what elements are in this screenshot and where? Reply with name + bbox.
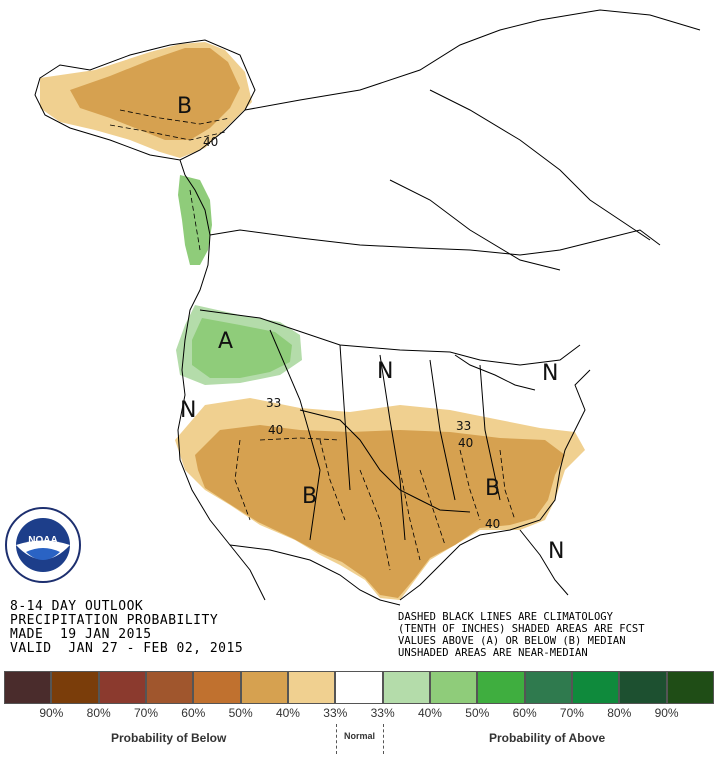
legend-normal-label: Normal	[344, 731, 376, 741]
legend-swatch	[335, 671, 383, 704]
legend-tick-label: 33%	[323, 706, 348, 720]
legend-tick-label: 80%	[607, 706, 632, 720]
note-line-2: (TENTH OF INCHES) SHADED AREAS ARE FCST	[398, 623, 645, 635]
legend-swatch	[571, 671, 620, 704]
contour-label-west-33: 33	[266, 396, 281, 410]
legend-above-label: Probability of Above	[489, 731, 606, 745]
legend-swatch	[287, 671, 336, 704]
legend-tick-label: 33%	[370, 706, 395, 720]
legend-swatch	[51, 671, 99, 704]
legend-normal-divider-right	[383, 724, 384, 754]
precipitation-map: 40 33 40 33 40 40 B A B B N N N N	[34, 9, 701, 606]
zone-label-florida-normal: N	[548, 539, 564, 564]
zone-label-alaska-below: B	[177, 94, 192, 119]
contour-label-east-33: 33	[456, 419, 471, 433]
legend-tick-label: 40%	[417, 706, 442, 720]
contour-label-west-40: 40	[268, 423, 283, 437]
legend-swatch	[240, 671, 288, 704]
climatology-dashed-lines	[109, 109, 516, 571]
outlook-line-2: PRECIPITATION PROBABILITY	[10, 613, 219, 628]
zone-label-southeast-below: B	[485, 476, 500, 501]
note-line-4: UNSHADED AREAS ARE NEAR-MEDIAN	[398, 647, 588, 659]
noaa-logo-text: NOAA	[28, 535, 57, 546]
legend-tick-label: 60%	[512, 706, 537, 720]
coastlines-and-borders	[34, 9, 701, 606]
note-line-3: VALUES ABOVE (A) OR BELOW (B) MEDIAN	[398, 635, 626, 647]
legend-tick-labels: 90% 80% 70% 60% 50% 40% 33% 33% 40% 50% 60% 70% 80% 9…	[4, 706, 714, 720]
zone-label-pacific-nw-above: A	[218, 329, 233, 354]
legend-tick-label: 90%	[654, 706, 679, 720]
legend-tick-label: 50%	[228, 706, 253, 720]
legend-swatch	[4, 671, 52, 704]
legend-color-bar	[4, 671, 714, 704]
contour-label-gulf-40: 40	[485, 517, 500, 531]
legend-swatch	[98, 671, 146, 704]
bc-coast-above-40-area	[178, 175, 212, 265]
outlook-line-4: VALID JAN 27 - FEB 02, 2015	[10, 641, 244, 656]
legend-tick-label: 80%	[86, 706, 111, 720]
legend-below-label: Probability of Below	[111, 731, 227, 745]
contour-label-east-40: 40	[458, 436, 473, 450]
legend-swatch	[193, 671, 241, 704]
zone-label-great-lakes-normal: N	[542, 361, 558, 386]
legend-tick-label: 70%	[559, 706, 584, 720]
legend-swatch	[382, 671, 430, 704]
legend-swatch	[666, 671, 714, 704]
legend-swatch	[145, 671, 194, 704]
note-line-1: DASHED BLACK LINES ARE CLIMATOLOGY	[398, 611, 613, 623]
zone-label-southwest-below: B	[302, 484, 317, 509]
outlook-line-3: MADE 19 JAN 2015	[10, 627, 152, 642]
south-below-40-area	[195, 425, 565, 598]
zone-label-california-normal: N	[180, 398, 196, 423]
legend-swatch	[619, 671, 667, 704]
legend-tick-label: 90%	[39, 706, 64, 720]
map-notes-block: DASHED BLACK LINES ARE CLIMATOLOGY (TENT…	[398, 611, 645, 659]
legend-swatch	[524, 671, 572, 704]
legend-tick-label: 40%	[275, 706, 300, 720]
legend-normal-divider-left	[336, 724, 337, 754]
outlook-line-1: 8-14 DAY OUTLOOK	[10, 599, 144, 614]
legend-swatch	[477, 671, 525, 704]
alaska-below-40-area	[70, 48, 240, 140]
outlook-title-block: 8-14 DAY OUTLOOK PRECIPITATION PROBABILI…	[10, 600, 243, 656]
legend-tick-label: 50%	[465, 706, 490, 720]
legend-tick-label: 70%	[133, 706, 158, 720]
zone-label-north-plains-normal: N	[377, 359, 393, 384]
legend-swatch	[429, 671, 478, 704]
contour-label-alaska-40: 40	[203, 135, 218, 149]
legend-tick-label: 60%	[181, 706, 206, 720]
noaa-logo: NOAA	[5, 507, 81, 583]
pacific-nw-above-40-area	[192, 318, 292, 378]
